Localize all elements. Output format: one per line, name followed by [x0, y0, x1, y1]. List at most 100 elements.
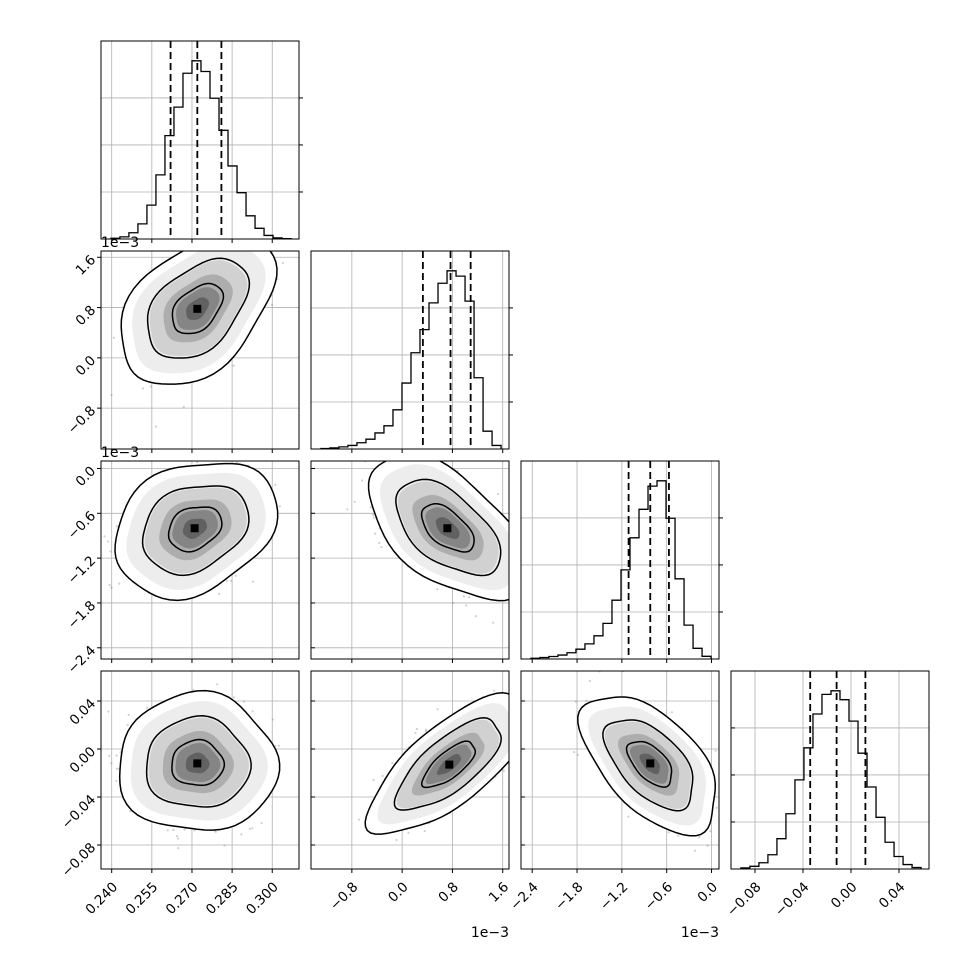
contour-line — [114, 462, 279, 602]
sample-point — [722, 788, 724, 790]
sample-point — [251, 710, 254, 713]
x-tick-label: −1.8 — [552, 879, 586, 913]
sample-point — [422, 452, 424, 454]
hist-frame — [100, 40, 300, 240]
contour-line — [171, 738, 226, 787]
hist-step — [320, 270, 502, 450]
contour-line — [420, 740, 477, 789]
sample-point — [468, 596, 471, 599]
y-offset-label: 1e−3 — [101, 235, 139, 251]
hist-panel-0 — [100, 40, 300, 240]
sample-point — [588, 679, 592, 683]
sample-point — [516, 736, 518, 738]
sample-point — [357, 818, 361, 821]
x-tick-label: −0.04 — [772, 879, 813, 920]
y-tick-label: 0.0 — [73, 353, 100, 380]
sample-point — [346, 508, 349, 511]
sample-point — [536, 711, 538, 713]
sample-point — [196, 461, 199, 464]
hist-panel-3 — [730, 670, 930, 870]
x-tick-label: 0.255 — [123, 879, 162, 918]
sample-point — [225, 234, 227, 236]
hist-frame — [730, 670, 930, 870]
x-tick-label: 0.270 — [163, 879, 202, 918]
sample-point — [714, 749, 717, 752]
sample-point — [519, 607, 521, 609]
contour-line — [393, 716, 502, 811]
sample-point — [452, 601, 455, 605]
sample-point — [392, 452, 394, 454]
contour-line — [364, 692, 509, 835]
scatter-panel-2 — [311, 451, 521, 659]
sample-point — [540, 708, 542, 710]
sample-point — [106, 540, 110, 543]
panel-frame — [100, 250, 300, 450]
contour-line — [167, 506, 223, 553]
sample-point — [517, 591, 519, 593]
sample-point — [371, 513, 375, 517]
contour-line — [420, 502, 475, 553]
hist-frame — [520, 460, 720, 660]
sample-point — [462, 595, 465, 598]
y-tick-label: −0.8 — [65, 403, 99, 437]
sample-point — [260, 822, 263, 825]
sample-point — [231, 453, 233, 455]
sample-point — [670, 711, 674, 714]
sample-point — [146, 706, 149, 709]
sample-point — [511, 567, 513, 569]
sample-point — [115, 779, 118, 783]
sample-point — [141, 387, 144, 390]
sample-point — [242, 700, 246, 703]
sample-point — [523, 764, 525, 766]
sample-point — [192, 688, 195, 692]
contour-line — [118, 689, 281, 831]
sample-point — [725, 771, 727, 773]
contour-line — [367, 461, 509, 602]
scatter-panel-0 — [88, 234, 299, 449]
sample-point — [129, 810, 132, 813]
sample-point — [424, 730, 427, 733]
x-tick-label: 0.8 — [435, 879, 462, 906]
sample-point — [535, 715, 537, 717]
sample-point — [248, 240, 250, 242]
sample-point — [436, 708, 439, 711]
sample-point — [493, 689, 496, 692]
sample-point — [574, 700, 577, 703]
contour-line — [120, 251, 278, 385]
y-tick-label: −0.04 — [59, 792, 100, 833]
sample-point — [88, 341, 90, 343]
sample-point — [281, 261, 284, 265]
sample-point — [177, 847, 180, 850]
sample-point — [573, 751, 576, 754]
y-tick-label: −2.4 — [65, 643, 99, 677]
sample-point — [527, 705, 529, 707]
sample-point — [202, 248, 204, 250]
sample-point — [127, 713, 130, 717]
sample-point — [251, 827, 254, 830]
density-peak — [193, 759, 202, 768]
sample-point — [515, 718, 517, 720]
sample-point — [436, 588, 439, 591]
sample-point — [278, 505, 281, 508]
sample-point — [363, 451, 365, 453]
x-offset-label: 1e−3 — [471, 925, 509, 941]
sample-point — [698, 836, 701, 839]
sample-point — [378, 541, 381, 545]
sample-point — [182, 405, 185, 408]
sample-point — [251, 247, 253, 249]
sample-point — [295, 456, 297, 458]
contour-line — [145, 715, 252, 808]
sample-point — [218, 592, 221, 596]
sample-point — [235, 239, 237, 241]
y-tick-label: −0.6 — [65, 508, 99, 542]
sample-point — [514, 751, 516, 753]
sample-point — [407, 831, 410, 834]
y-tick-label: −1.2 — [65, 553, 99, 587]
contour-line — [577, 696, 716, 837]
sample-point — [110, 762, 113, 765]
sample-point — [183, 828, 186, 831]
sample-point — [517, 586, 519, 588]
sample-point — [213, 245, 215, 247]
contour-line — [146, 257, 251, 359]
sample-point — [353, 500, 356, 503]
